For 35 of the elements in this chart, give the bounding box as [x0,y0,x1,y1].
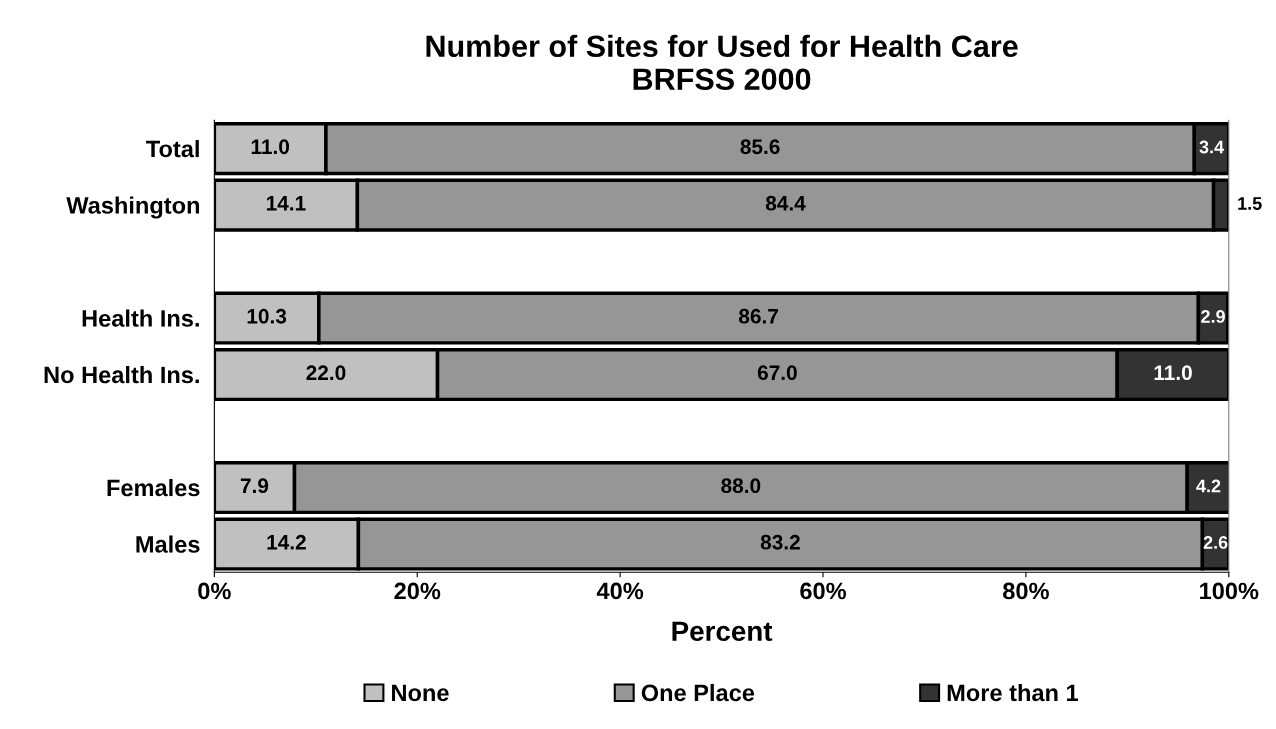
data-label: 67.0 [757,365,797,381]
data-label: 85.6 [740,139,780,155]
data-label: 84.4 [765,195,806,211]
x-tick-label: 20% [394,582,441,600]
legend-label: More than 1 [947,683,1079,702]
data-label: 14.1 [266,196,306,211]
data-label: 10.3 [247,308,287,324]
legend-label: None [392,684,449,702]
x-tick-label: 100% [1200,582,1259,600]
x-tick-label: 80% [1003,582,1049,600]
data-label: 83.2 [760,534,800,550]
data-label: 11.0 [251,139,290,155]
data-label: 3.4 [1199,140,1224,154]
data-label: 86.7 [738,308,778,324]
legend-label: One Place [641,683,755,702]
y-tick-label: Health Ins. [82,309,199,327]
x-tick-label: 60% [800,582,847,600]
y-tick-label: Washington [66,196,200,219]
y-tick-label: No Health Ins. [44,365,199,384]
data-label: 1.5 [1238,197,1262,210]
data-label: 7.9 [240,478,269,494]
x-tick-label: 40% [596,582,644,600]
data-label: 22.0 [306,365,346,381]
chart-title: Number of Sites for Used for Health Care BRFSS 2000 [426,34,1018,91]
y-tick-label: Males [136,535,200,553]
x-axis-title: Percent [672,621,773,642]
data-label: 2.9 [1201,310,1225,323]
y-tick-label: Females [107,478,200,497]
data-label: 2.6 [1203,536,1228,549]
y-tick-label: Total [146,139,199,158]
data-label: 14.2 [267,534,306,550]
data-label: 88.0 [721,478,761,494]
data-label: 11.0 [1154,365,1192,381]
data-label: 4.2 [1196,479,1221,493]
x-tick-label: 0% [198,582,231,600]
